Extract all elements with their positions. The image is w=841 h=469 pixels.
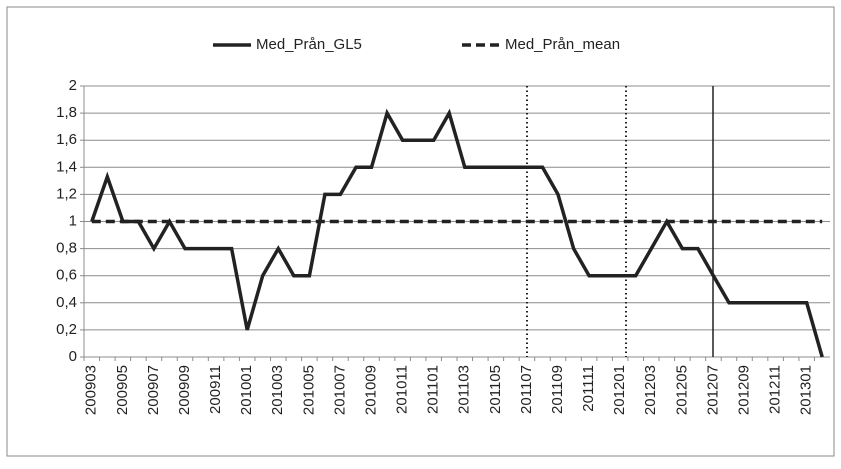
x-tick-label: 201205 (673, 365, 690, 415)
x-tick-label: 201001 (238, 365, 255, 415)
y-tick-label: 1,6 (56, 131, 77, 148)
x-tick-label: 200911 (207, 365, 224, 414)
x-tick-label: 201007 (331, 365, 348, 415)
series-line (90, 108, 824, 358)
y-tick-label: 0,8 (56, 240, 77, 257)
x-tick-label: 201207 (704, 365, 721, 415)
legend-label: Med_Prån_GL5 (256, 36, 362, 53)
x-tick-label: 201211 (767, 365, 784, 414)
y-tick-label: 0,6 (56, 267, 77, 284)
x-tick-label: 201301 (798, 365, 815, 415)
x-tick-label: 201105 (487, 365, 504, 414)
x-tick-label: 201109 (549, 365, 566, 414)
x-tick-label: 201003 (269, 365, 286, 415)
x-tick-label: 201203 (642, 365, 659, 415)
x-tick-label: 201103 (456, 365, 473, 414)
x-tick-label: 201107 (518, 365, 535, 414)
y-tick-label: 1,4 (56, 158, 77, 175)
x-tick-label: 201209 (735, 365, 752, 415)
y-tick-label: 0 (69, 348, 77, 365)
x-tick-label: 201009 (362, 365, 379, 415)
x-tick-label: 201101 (425, 365, 442, 414)
y-tick-label: 0,4 (56, 294, 77, 311)
x-tick-label: 201111 (580, 365, 597, 412)
x-tick-label: 200905 (114, 365, 131, 415)
x-tick-label: 201005 (300, 365, 317, 415)
x-tick-label: 200903 (83, 365, 100, 415)
x-tick-label: 200907 (145, 365, 162, 415)
legend-label: Med_Prån_mean (505, 36, 620, 53)
y-tick-label: 1,8 (56, 104, 77, 121)
y-tick-label: 1,2 (56, 185, 77, 202)
y-tick-label: 0,2 (56, 321, 77, 338)
x-tick-label: 201201 (611, 365, 628, 415)
y-tick-label: 2 (69, 77, 77, 94)
x-tick-label: 201011 (394, 365, 411, 414)
x-tick-label: 200909 (176, 365, 193, 415)
y-tick-label: 1 (69, 212, 77, 229)
